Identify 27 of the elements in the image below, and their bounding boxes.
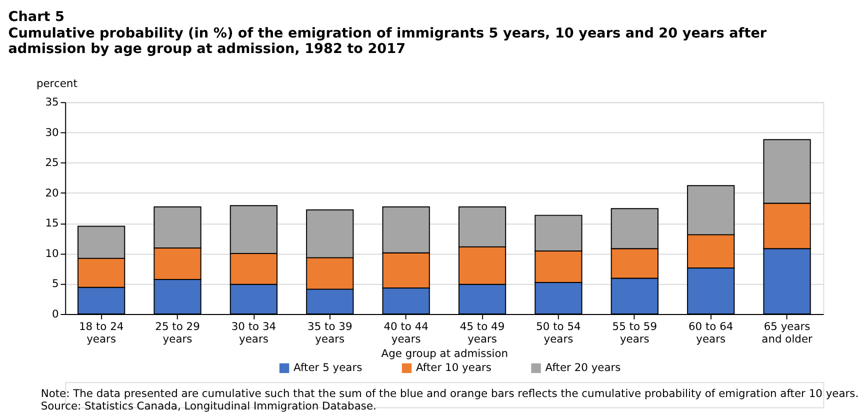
y-tick-label: 15	[45, 216, 59, 230]
y-tick-label: 10	[45, 246, 59, 260]
text: Note: The data presented are cumulative such that the sum of the blue and orange bars reflects the cumulative probability of emigration after 10 years.	[40, 387, 859, 400]
legend-label: After 5 years	[294, 361, 363, 374]
y-tick-label: 25	[45, 156, 59, 170]
x-tick-label: 40 to 44 years	[384, 320, 429, 346]
legend-label: After 20 years	[545, 361, 622, 374]
y-tick-label: 30	[45, 126, 59, 139]
source-note: Source: Statistics Canada, Longitudinal Immigration Database.	[40, 400, 376, 413]
y-tick-label: 5	[52, 277, 59, 290]
x-tick-label: 18 to 24 years	[78, 320, 124, 346]
y-tick-label: 20	[45, 186, 59, 200]
chart-title: Chart 5	[8, 8, 64, 25]
x-tick-label: 60 to 64 years	[688, 320, 734, 346]
x-tick-label: 65 years and older	[762, 320, 814, 346]
x-tick-label: 25 to 29 years	[155, 320, 200, 346]
y-axis-title: percent	[36, 77, 78, 90]
y-tick-label: 0	[52, 307, 59, 320]
x-axis-title: Age group at admission	[381, 347, 508, 360]
x-tick-label: 30 to 34 years	[231, 320, 276, 346]
y-tick-label: 35	[45, 96, 59, 109]
chart-subtitle: Cumulative probability (in %) of the emigration of immigrants 5 years, 10 years and 20 years after admission by age group at admission, 1982 to 2017	[8, 25, 767, 58]
x-tick-label: 45 to 49 years	[460, 320, 505, 346]
legend-label: After 10 years	[416, 361, 492, 374]
x-tick-label: 35 to 39 years	[308, 320, 352, 346]
x-tick-label: 50 to 54 years	[536, 320, 582, 346]
x-tick-label: 55 to 59 years	[612, 320, 658, 346]
